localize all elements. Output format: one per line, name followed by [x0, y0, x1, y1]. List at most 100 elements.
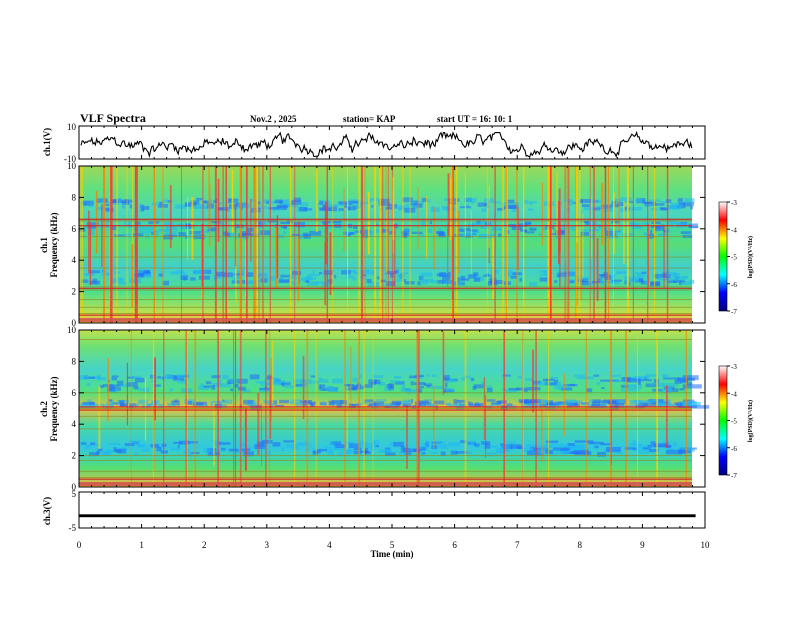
spectrogram-patch [539, 277, 551, 282]
spectrogram-patch [263, 400, 275, 404]
spectrogram-low-band [79, 482, 692, 486]
spectrogram-patch [157, 376, 162, 379]
spectrogram-patch [554, 280, 558, 283]
spectrogram-patch [407, 389, 419, 394]
spectrogram-patch [319, 384, 326, 389]
spectrogram-patch [521, 403, 532, 409]
spectrogram-patch [107, 386, 116, 392]
spectrogram-patch [134, 377, 145, 383]
spectrogram-patch [172, 376, 185, 381]
spectrogram-patch [524, 199, 528, 205]
spectrogram-patch [335, 445, 346, 451]
spectrogram-patch [363, 445, 374, 451]
spectrogram-patch [524, 231, 535, 234]
spectrogram-patch [400, 388, 412, 392]
spectrogram-patch [567, 443, 575, 447]
spectrogram-patch [634, 271, 642, 275]
spectrogram-patch [249, 374, 260, 380]
spectrogram-patch [600, 281, 605, 286]
spectrogram-patch [502, 221, 508, 225]
spectrogram-patch [506, 199, 515, 204]
ch1-ytick-bottom: -10 [64, 154, 76, 164]
spec1-panel-tick-label: 6 [72, 224, 77, 234]
spectrogram-patch [313, 281, 325, 284]
spectrogram-patch [233, 273, 243, 276]
spectrogram-patch [148, 221, 154, 225]
spectrogram-patch [655, 203, 665, 206]
spectrogram-patch [361, 225, 365, 230]
spectrogram-patch [680, 231, 692, 235]
spectrogram-patch [661, 374, 669, 378]
spectrogram-patch [138, 230, 151, 234]
spectrogram-patch [665, 272, 677, 277]
spectrogram-patch [323, 385, 335, 390]
spectrogram-patch [666, 447, 675, 452]
spectrogram-patch [580, 199, 592, 203]
spectrogram-patch [665, 387, 672, 391]
spectrogram-patch [279, 399, 290, 404]
spectrogram-patch [161, 376, 165, 380]
spectrogram-patch [196, 197, 203, 201]
spectrogram-patch [600, 379, 620, 382]
spectrogram-patch [469, 229, 478, 232]
spectrogram-patch [626, 378, 641, 383]
spectrogram-patch [597, 451, 607, 457]
spectrogram-patch [419, 385, 424, 389]
spectrogram-patch [283, 225, 288, 229]
spectrogram-patch [167, 402, 177, 408]
spectrogram-patch [91, 404, 94, 407]
spectrogram-patch [682, 384, 702, 389]
spectrogram-patch [431, 385, 443, 390]
spectrogram-patch [195, 401, 208, 406]
spectrogram-patch [423, 383, 433, 386]
spectrogram-patch [395, 269, 399, 274]
spectrogram-patch [556, 227, 567, 230]
spectrogram-patch [538, 232, 542, 236]
spectrogram-patch [353, 230, 363, 233]
spectrogram-patch [84, 374, 89, 380]
spectrogram-patch [421, 280, 429, 285]
spectrogram-patch [447, 378, 456, 383]
spectrogram-patch [465, 203, 470, 207]
spectrogram-patch [295, 403, 303, 407]
spectrogram-patch [656, 278, 669, 281]
spectrogram-patch [505, 389, 518, 393]
spectrogram-patch [585, 221, 590, 226]
spectrogram-patch [288, 275, 297, 280]
spectrogram-patch [596, 382, 601, 385]
spectrogram-patch [346, 447, 350, 451]
spectrogram-patch [530, 446, 538, 451]
spectrogram-patch [375, 399, 387, 402]
spectrogram-patch [519, 277, 523, 282]
spectrogram-patch [679, 281, 682, 285]
spectrogram-patch [127, 201, 132, 206]
spectrogram-patch [594, 445, 599, 449]
spectrogram-patch [529, 282, 538, 287]
spectrogram-patch [352, 277, 357, 281]
spectrogram-patch [582, 204, 590, 208]
spectrogram-patch [88, 270, 101, 274]
spectrogram-patch [105, 402, 114, 406]
spectrogram-patch [132, 233, 144, 237]
colorbar-ch2: -3 -4 -5 -6 -7 [718, 363, 737, 480]
spectrogram-patch [281, 447, 285, 451]
ch3-signal-band [79, 514, 696, 518]
spectrogram-patch [176, 270, 185, 273]
spectrogram-patch [673, 272, 681, 278]
spectrogram-patch [385, 281, 395, 287]
spectrogram-patch [498, 233, 502, 238]
spectrogram-patch [151, 232, 155, 235]
spectrogram-patch [185, 224, 195, 229]
spectrogram-patch [675, 402, 683, 407]
spectrogram-patch [633, 445, 648, 451]
spectrogram-patch [212, 382, 222, 388]
spectrogram-patch [467, 274, 477, 279]
spectrogram-patch [532, 381, 551, 386]
spectrogram-patch [604, 277, 612, 280]
ch3-ytick-bottom: -5 [69, 523, 77, 533]
spectrogram-patch [465, 451, 473, 455]
spectrogram-patch [507, 441, 516, 445]
spectrogram-patch [229, 198, 234, 204]
spec1-panel-tick-label: 2 [72, 287, 77, 297]
spectrogram-patch [211, 384, 216, 390]
